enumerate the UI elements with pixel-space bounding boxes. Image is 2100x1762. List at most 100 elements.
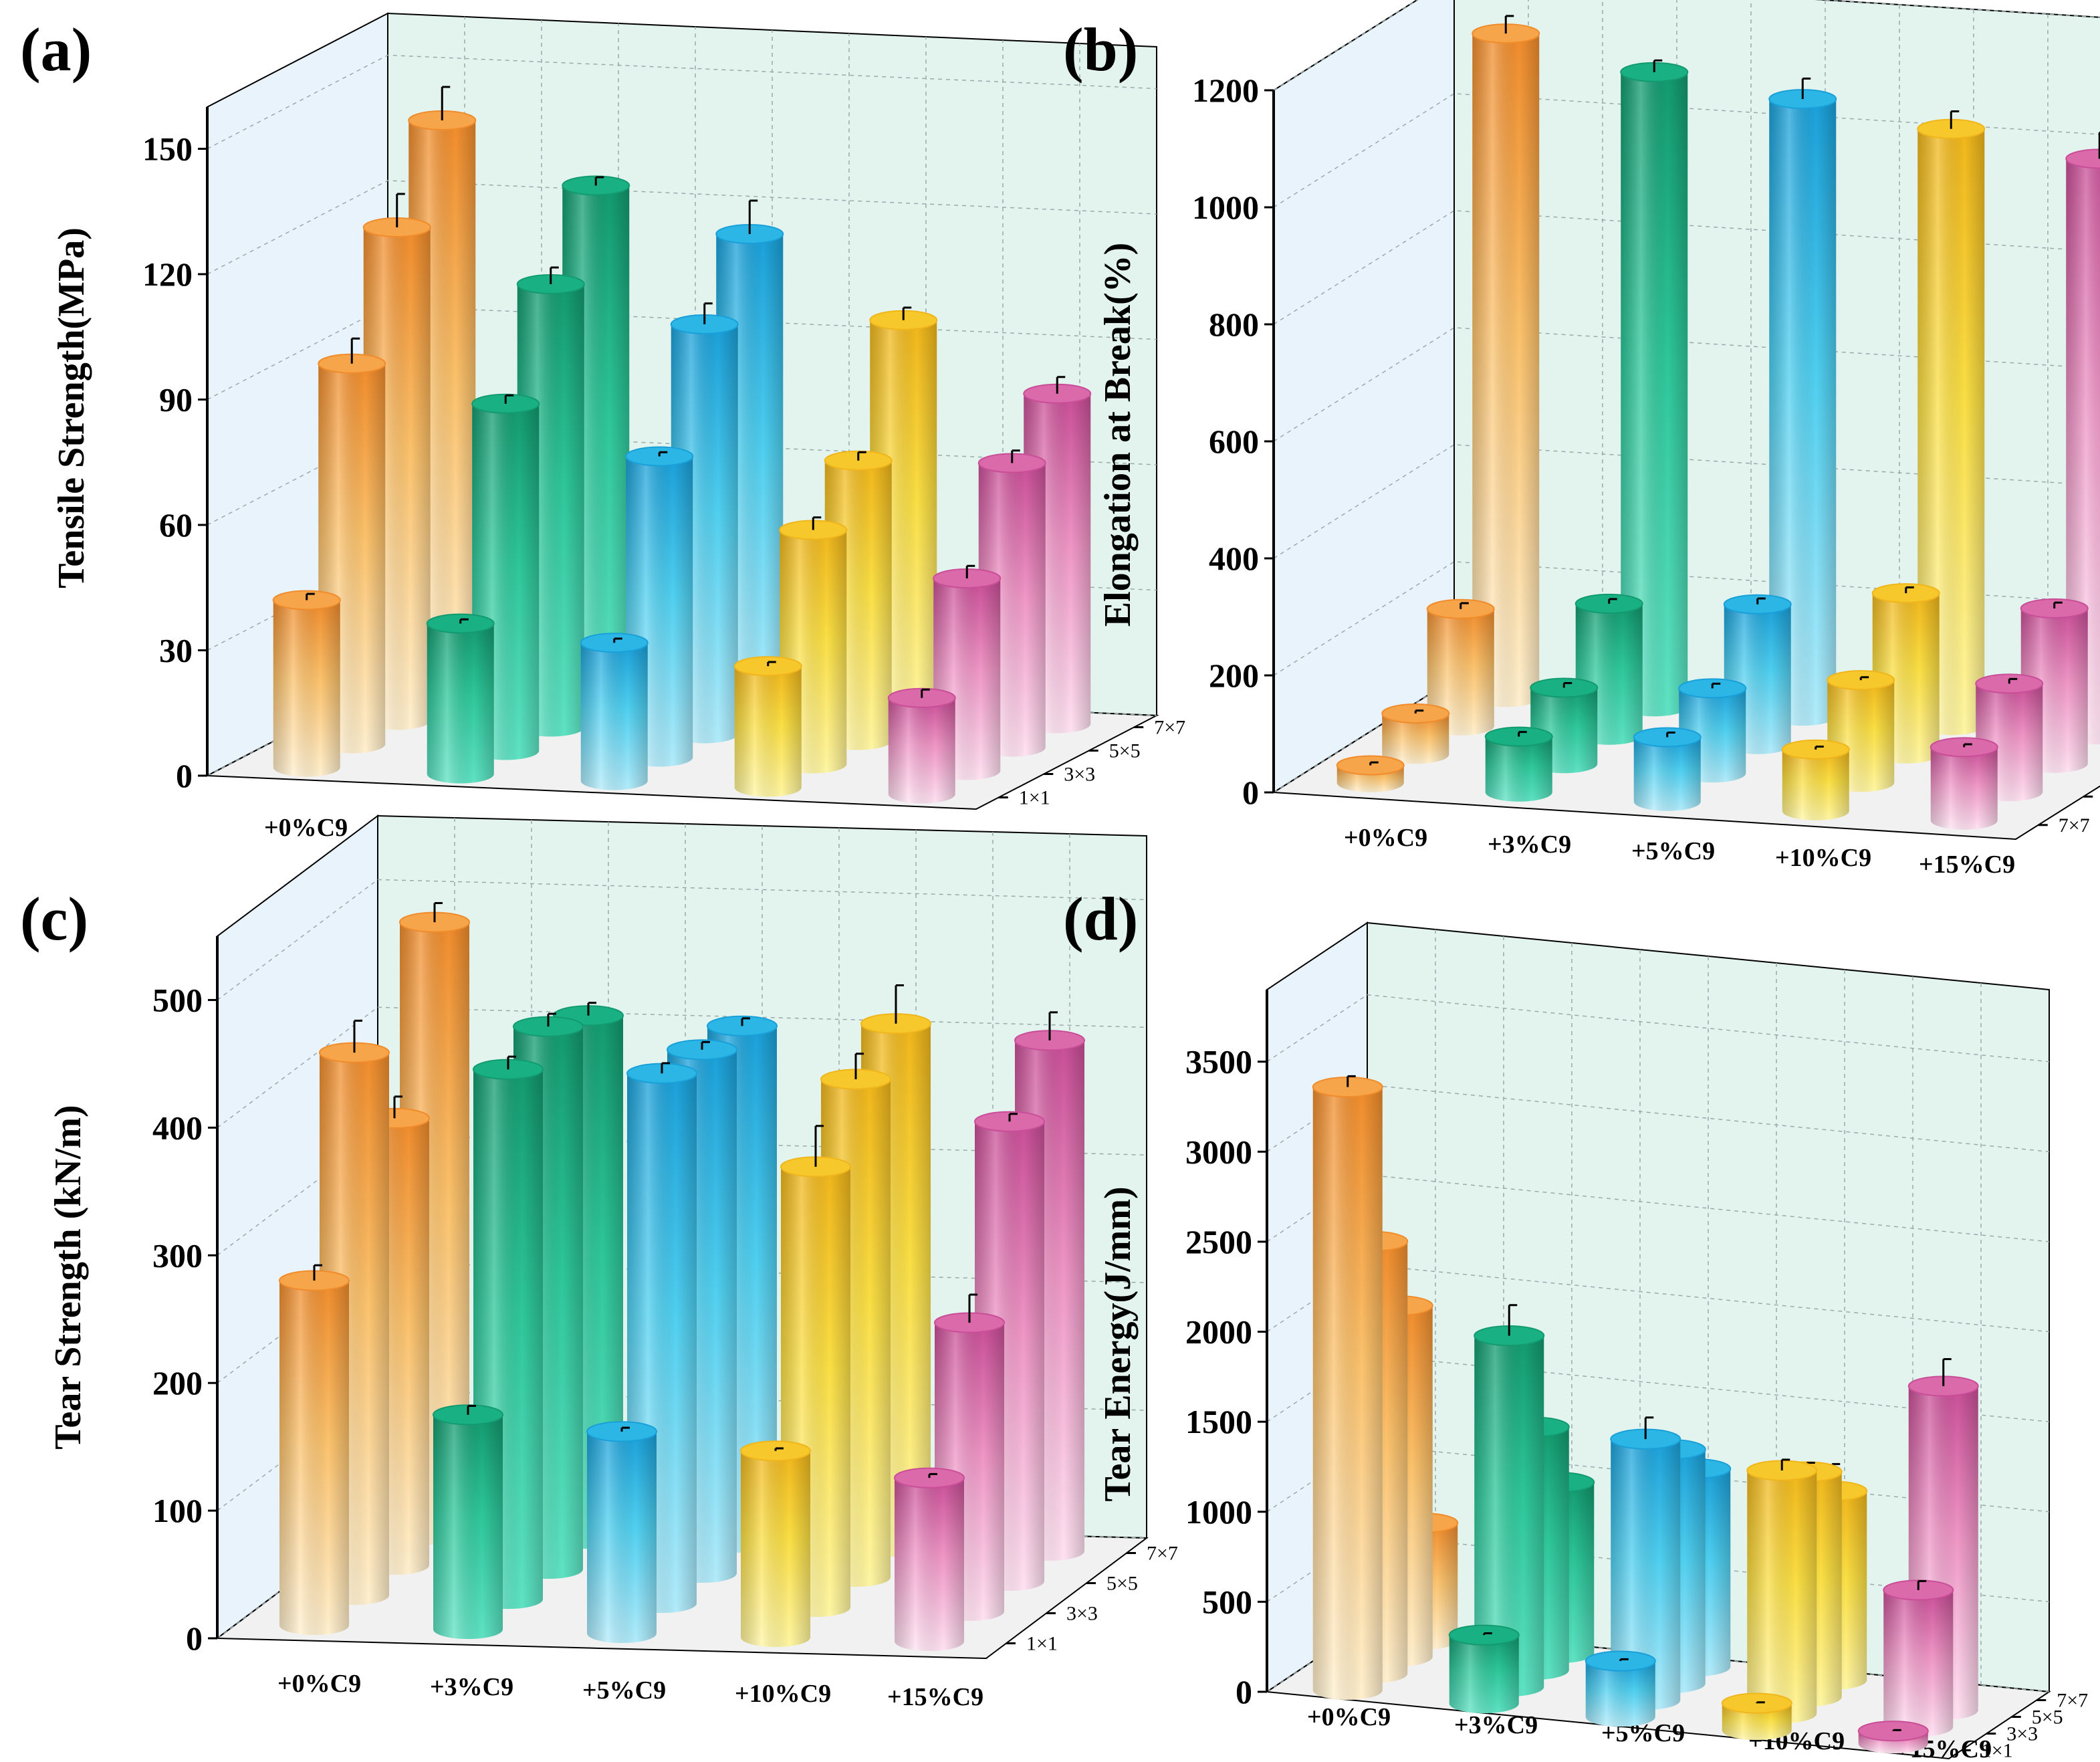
bar-shade [1883, 1589, 1954, 1737]
panel-label: (a) [20, 15, 92, 84]
bar-+10%C9-1×1 [740, 1440, 811, 1648]
bar-+0%C9-1×1 [1312, 1075, 1383, 1700]
y-tick-label: 2500 [1185, 1223, 1252, 1260]
bar-+3%C9-1×1 [426, 613, 495, 784]
y-tick-label: 3000 [1185, 1133, 1252, 1170]
category-label: +3%C9 [1488, 831, 1571, 859]
bar-+15%C9-1×1 [894, 1467, 965, 1652]
bar-shade [741, 1450, 810, 1648]
bar-shade [580, 643, 648, 790]
bar-+5%C9-1×1 [1768, 78, 1837, 726]
bar-+0%C9-3×3 [1426, 598, 1495, 736]
y-tick-label: 2000 [1185, 1313, 1252, 1351]
bar-+15%C9-1×1 [887, 687, 956, 804]
gridline [1273, 0, 2100, 91]
bar-+0%C9-1×1 [1472, 15, 1540, 707]
bar-+10%C9-1×1 [1917, 110, 1986, 736]
side-wall [1273, 0, 1455, 794]
y-tick-label: 400 [152, 1109, 203, 1146]
bar-shade [1621, 72, 1688, 717]
y-tick-label: 0 [186, 1620, 203, 1657]
y-axis-label: Tear Strength (kN/m) [47, 1105, 89, 1449]
bar-shade [1485, 736, 1552, 802]
category-label: +0%C9 [264, 814, 348, 842]
depth-label: 1×1 [1026, 1633, 1058, 1655]
bar-+10%C9-3×3 [1746, 1458, 1818, 1724]
bar-shade [1782, 749, 1849, 820]
category-label: +0%C9 [1344, 824, 1427, 852]
gridline [217, 879, 1147, 1001]
bar-shade [1633, 737, 1701, 811]
bar-+0%C9-5×5 [1381, 703, 1450, 764]
y-tick-label: 100 [152, 1492, 203, 1529]
y-tick-label: 120 [142, 255, 193, 293]
bar-+3%C9-1×1 [1448, 1624, 1520, 1714]
bar-+0%C9-1×1 [279, 1264, 350, 1636]
y-tick-label: 200 [1209, 657, 1259, 694]
bar-shade [433, 1414, 503, 1640]
y-tick-label: 1500 [1185, 1403, 1252, 1440]
panel-label: (d) [1063, 885, 1138, 953]
depth-label: 7×7 [2059, 814, 2090, 837]
y-tick-label: 1000 [1185, 1493, 1252, 1531]
bar-shade [1472, 33, 1540, 707]
y-tick-label: 800 [1209, 306, 1259, 343]
gridline [217, 1006, 1147, 1128]
bar-+0%C9-1×1 [272, 590, 341, 777]
bar-+5%C9-3×3 [1610, 1416, 1681, 1711]
depth-label: 3×3 [2006, 1723, 2038, 1745]
bar-shade [1449, 1635, 1519, 1714]
bar-shade [1611, 1439, 1681, 1711]
y-tick-label: 200 [152, 1364, 203, 1402]
panel-b: (b) 0 200 400 600 800 1000 1200 Elongation at Br… [1063, 0, 2100, 879]
bar-shade [1312, 1087, 1383, 1700]
bar-+5%C9-1×1 [586, 1421, 657, 1644]
bar-+10%C9-7×7 [1781, 739, 1850, 820]
category-label: +5%C9 [582, 1676, 666, 1704]
y-tick-label: 400 [1209, 540, 1259, 577]
category-label: +0%C9 [1307, 1703, 1391, 1731]
bar-shade [273, 600, 340, 777]
bar-+3%C9-3×3 [1474, 1304, 1545, 1697]
y-axis-label: Elongation at Break(%) [1097, 243, 1139, 627]
y-tick-label: 300 [152, 1236, 203, 1274]
bar-shade [1769, 99, 1837, 726]
category-label: +15%C9 [887, 1683, 983, 1711]
y-tick-label: 3500 [1185, 1043, 1252, 1081]
category-label: +3%C9 [1454, 1711, 1538, 1739]
bar-shade [1930, 747, 1998, 830]
y-tick-label: 500 [152, 981, 203, 1018]
bar-shade [1917, 128, 1985, 736]
y-tick-label: 1200 [1192, 72, 1259, 109]
bar-+5%C9-1×1 [1585, 1650, 1656, 1727]
category-label: +10%C9 [1775, 844, 1871, 872]
y-tick-label: 1000 [1192, 189, 1259, 226]
depth-label: 3×3 [1064, 764, 1095, 786]
bar-+15%C9-1×1 [1857, 1721, 1929, 1754]
y-tick-label: 0 [1242, 774, 1259, 811]
bar-shade [895, 1478, 964, 1652]
y-axis-label: Tear Energy(J/mm) [1097, 1186, 1139, 1501]
bar-+15%C9-7×7 [1930, 737, 1998, 830]
depth-label: 5×5 [1106, 1573, 1138, 1595]
depth-label: 7×7 [2057, 1690, 2088, 1712]
category-label: +15%C9 [1919, 851, 2015, 879]
depth-label: 5×5 [1109, 740, 1141, 762]
depth-label: 7×7 [1154, 717, 1185, 739]
category-label: +5%C9 [1631, 837, 1715, 865]
panel-a: (a) 0 30 60 90 120 150 Tensile Strength(MPa) 1×1… [20, 12, 1185, 858]
bar-shade [2066, 158, 2100, 745]
y-axis-label: Tensile Strength(MPa) [51, 227, 92, 588]
y-tick-label: 60 [159, 506, 193, 544]
bar-+3%C9-7×7 [1484, 726, 1553, 802]
bar-+15%C9-1×1 [2065, 131, 2100, 745]
y-tick-label: 600 [1209, 423, 1259, 460]
bar-+3%C9-1×1 [1620, 59, 1689, 717]
bar-shade [888, 697, 955, 804]
bar-+0%C9-7×7 [1336, 755, 1405, 792]
category-label: +10%C9 [735, 1680, 831, 1708]
bar-shade [279, 1281, 349, 1636]
bar-shade [1474, 1335, 1544, 1697]
bar-shade [587, 1431, 657, 1644]
